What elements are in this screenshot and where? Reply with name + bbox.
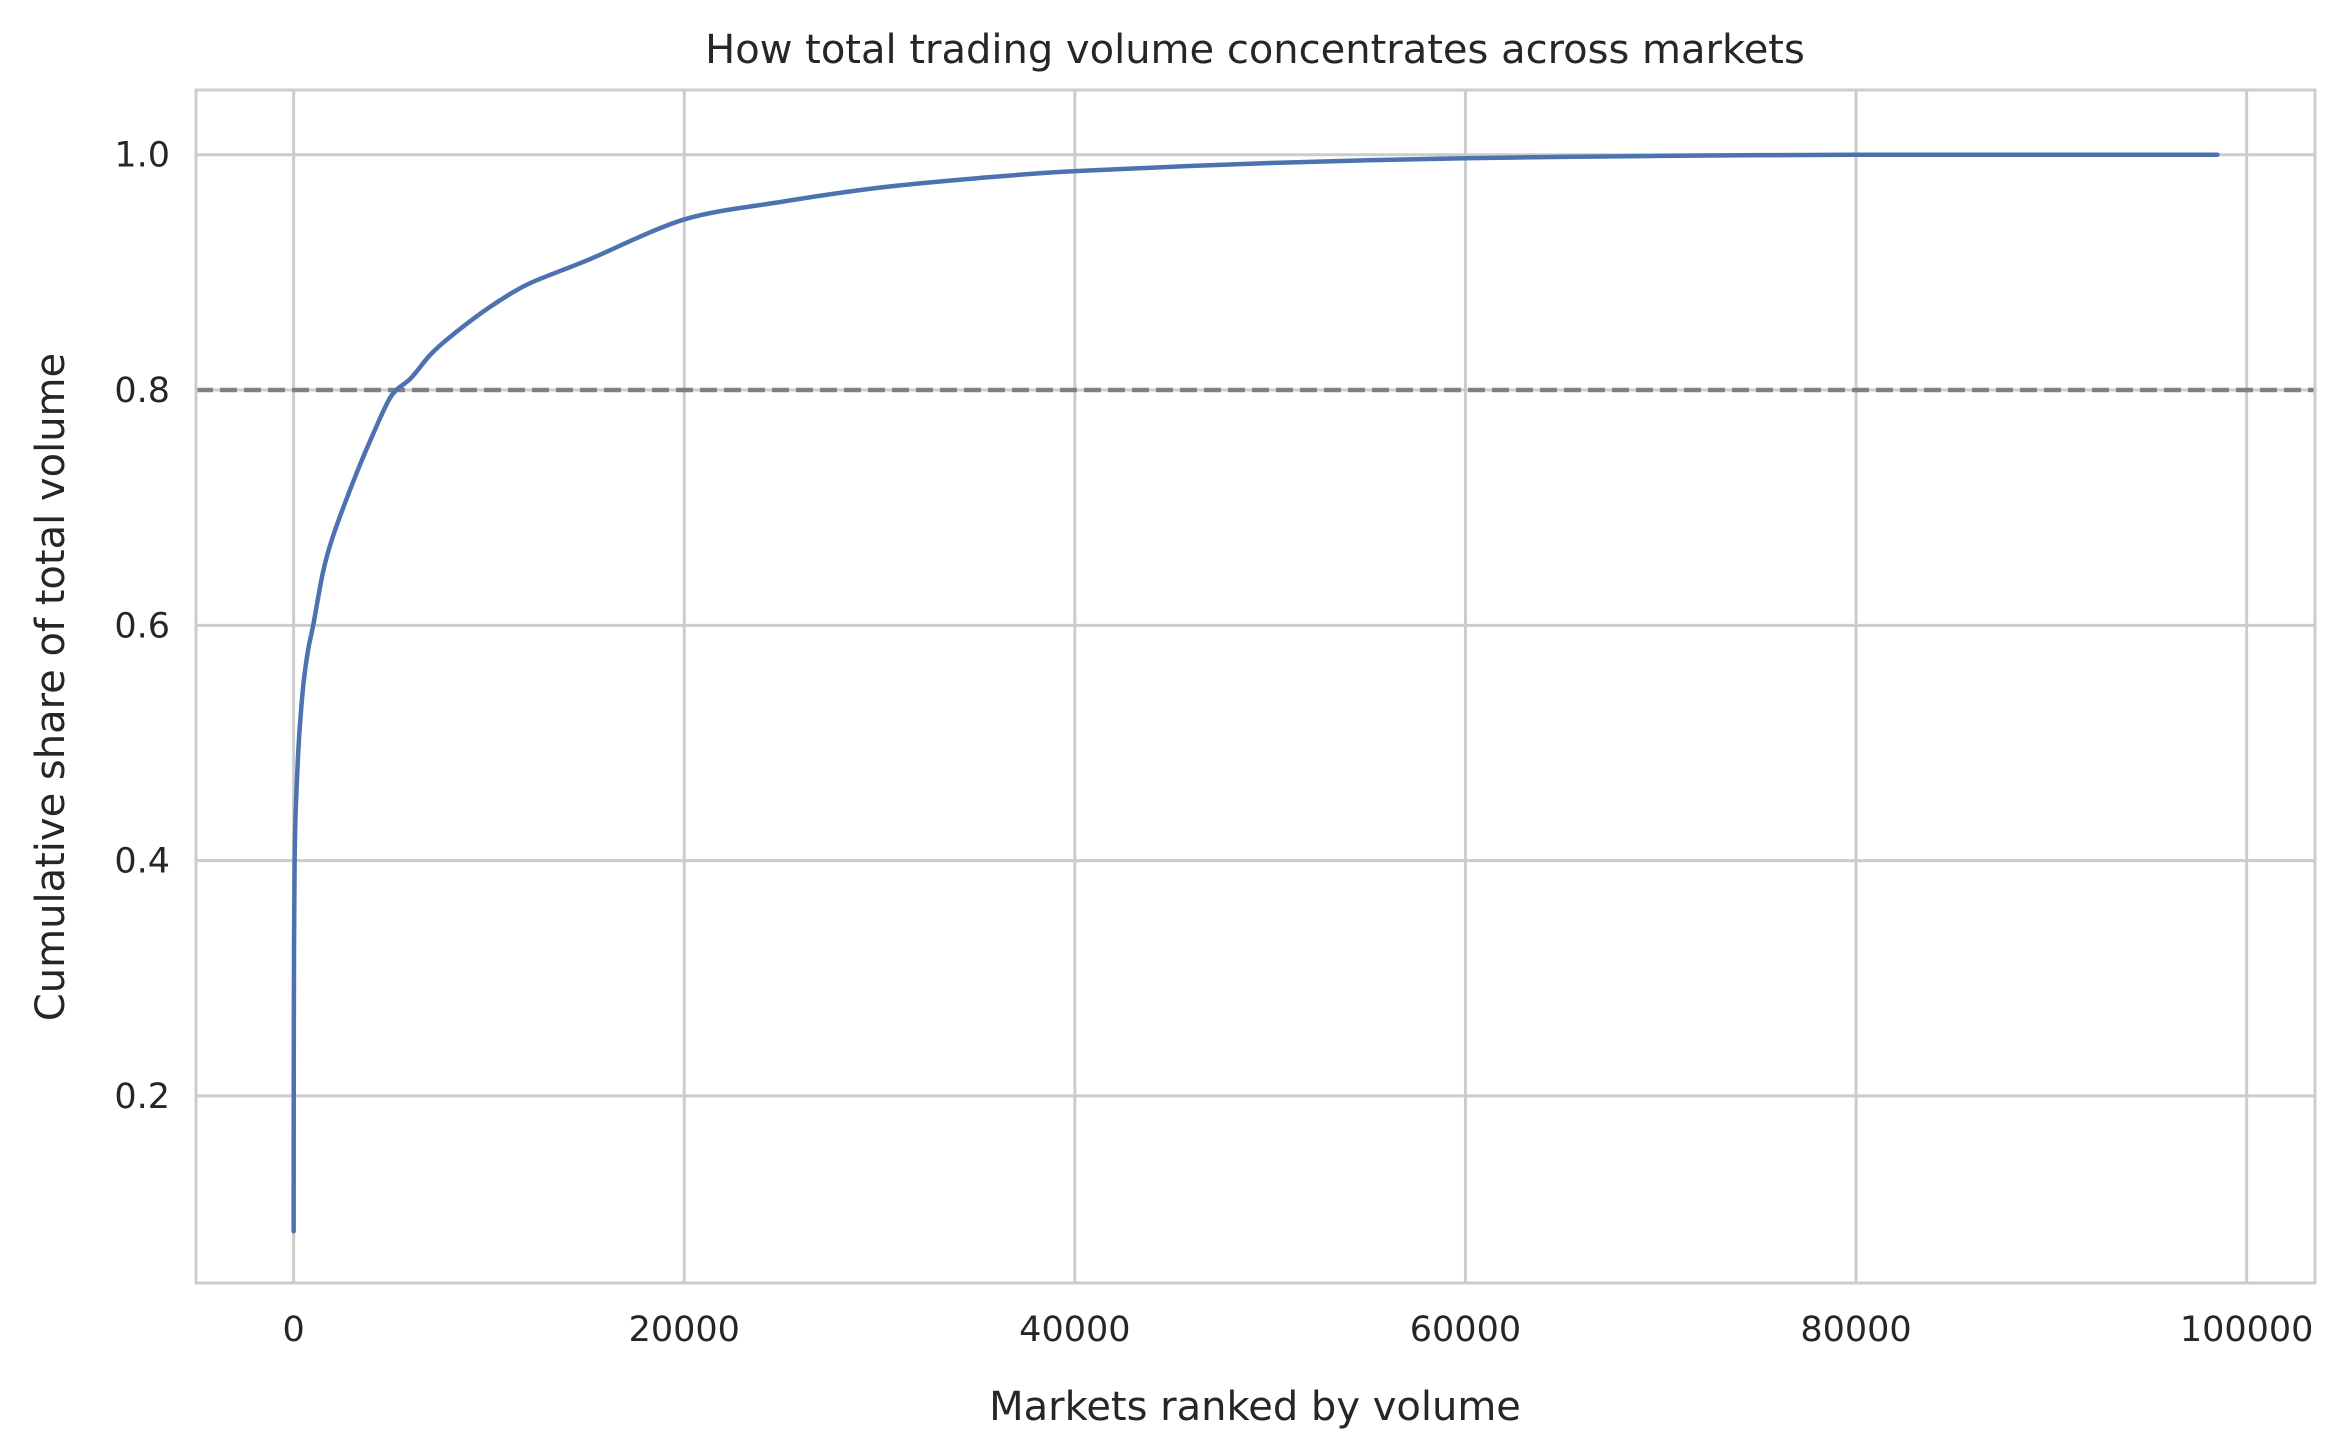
x-tick-label: 0 [283, 1310, 305, 1350]
x-tick-label: 20000 [629, 1310, 740, 1350]
plot-frame [194, 88, 2317, 1285]
x-axis-label: Markets ranked by volume [989, 1384, 1521, 1430]
x-tick-label: 40000 [1019, 1310, 1130, 1350]
chart-title: How total trading volume concentrates ac… [705, 27, 1805, 73]
x-tick-label: 80000 [1800, 1310, 1911, 1350]
y-tick-label: 0.2 [114, 1077, 170, 1117]
series-layer [291, 152, 2220, 1234]
x-tick-labels: 0 20000 40000 60000 80000 100000 [283, 1310, 2314, 1350]
x-tick-label: 60000 [1410, 1310, 1521, 1350]
y-tick-label: 0.8 [114, 371, 170, 411]
y-tick-label: 1.0 [114, 136, 170, 176]
cumulative-share-line [291, 152, 2220, 1234]
y-tick-label: 0.6 [114, 606, 170, 646]
y-axis-label: Cumulative share of total volume [28, 353, 74, 1021]
y-tick-labels: 0.2 0.4 0.6 0.8 1.0 [114, 136, 170, 1117]
x-tick-label: 100000 [2180, 1310, 2314, 1350]
y-tick-label: 0.4 [114, 842, 170, 882]
